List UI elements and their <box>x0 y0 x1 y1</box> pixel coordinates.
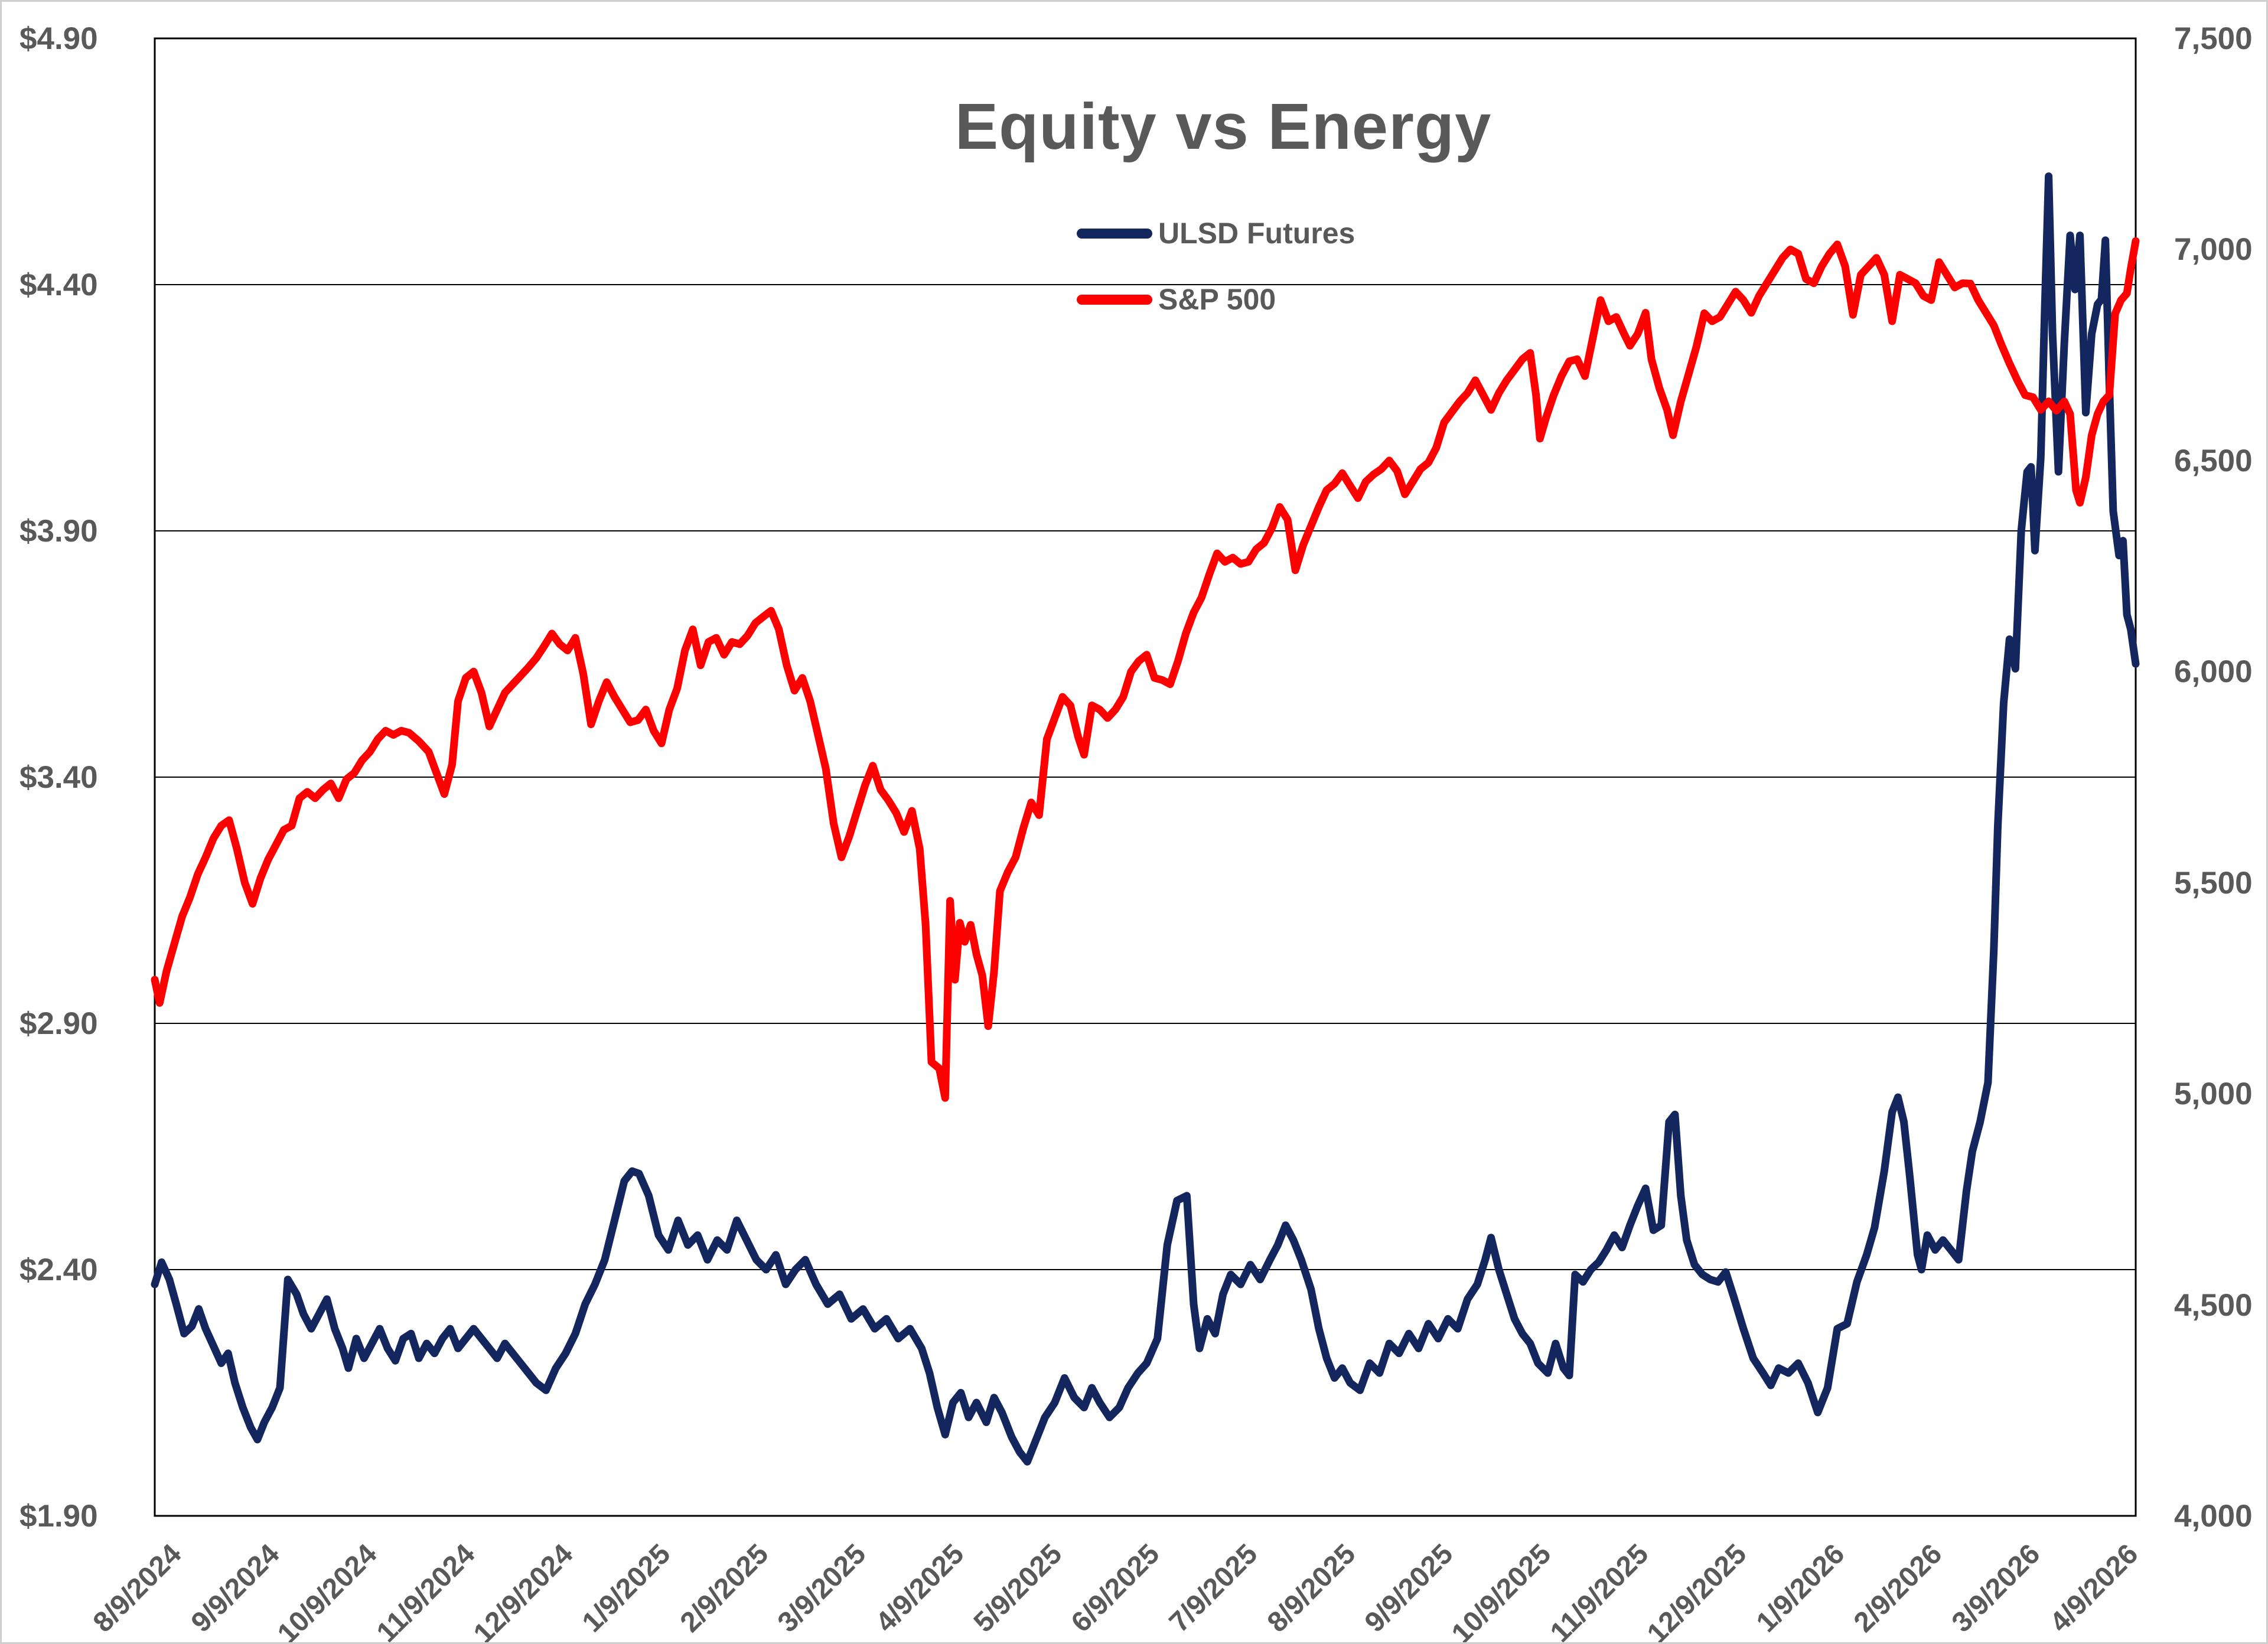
sp500-line-swatch-icon <box>1077 294 1152 305</box>
y-axis-label-right: 5,000 <box>2174 1077 2253 1112</box>
legend-label-ulsd: ULSD Futures <box>1158 217 1355 250</box>
y-axis-label-right: 6,000 <box>2174 654 2253 690</box>
legend-item-sp500[interactable]: S&P 500 <box>1077 282 1355 317</box>
legend: ULSD Futures S&P 500 <box>1077 216 1355 317</box>
legend-item-ulsd[interactable]: ULSD Futures <box>1077 216 1355 251</box>
y-axis-label-left: $2.90 <box>19 1006 98 1041</box>
y-axis-label-right: 5,500 <box>2174 865 2253 901</box>
y-axis-label-left: $2.40 <box>19 1252 98 1287</box>
y-axis-label-right: 7,000 <box>2174 232 2253 268</box>
y-axis-label-right: 7,500 <box>2174 21 2253 56</box>
y-axis-label-left: $3.90 <box>19 514 98 549</box>
chart-title: Equity vs Energy <box>954 90 1492 163</box>
ulsd-line-swatch-icon <box>1077 228 1152 239</box>
legend-label-sp500: S&P 500 <box>1158 283 1276 316</box>
y-axis-label-left: $4.90 <box>19 21 98 56</box>
y-axis-label-left: $3.40 <box>19 760 98 795</box>
sp500-line[interactable] <box>151 237 2140 1102</box>
y-axis-label-right: 4,500 <box>2174 1287 2253 1323</box>
y-axis-label-right: 6,500 <box>2174 443 2253 478</box>
y-axis-label-left: $4.40 <box>19 268 98 302</box>
plot-border <box>154 37 2137 1517</box>
y-axis-label-right: 4,000 <box>2174 1499 2253 1534</box>
ulsd-futures-line[interactable] <box>151 172 2140 1466</box>
y-axis-label-left: $1.90 <box>19 1499 98 1534</box>
